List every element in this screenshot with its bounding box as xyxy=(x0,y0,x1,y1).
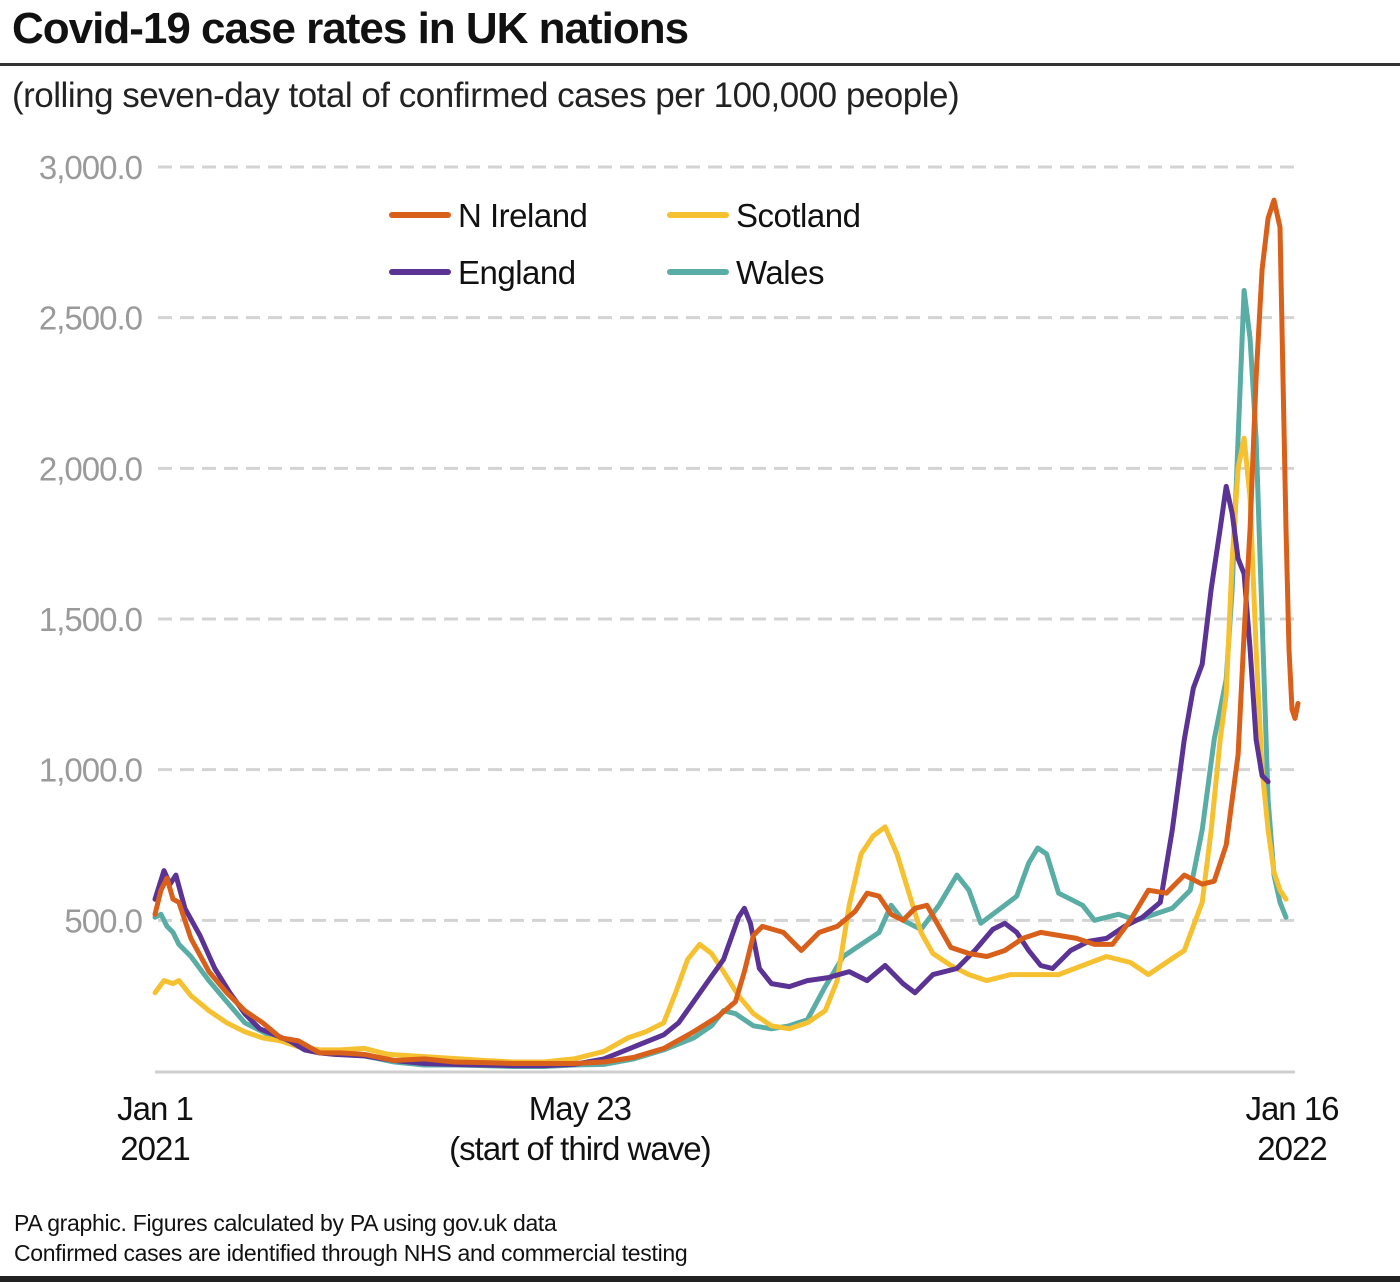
y-tick-label: 2,000.0 xyxy=(39,450,143,487)
chart-subtitle: (rolling seven-day total of confirmed ca… xyxy=(12,76,960,115)
legend-label-england: England xyxy=(458,254,576,291)
x-tick-label: Jan 16 xyxy=(1245,1090,1338,1127)
series-line-england xyxy=(152,483,1271,1069)
x-tick-sublabel: 2022 xyxy=(1257,1130,1326,1167)
y-tick-label: 2,500.0 xyxy=(39,300,143,337)
legend-label-scotland: Scotland xyxy=(736,197,860,234)
legend-label-wales: Wales xyxy=(736,254,824,291)
bottom-bar xyxy=(0,1276,1400,1282)
footer-source: PA graphic. Figures calculated by PA usi… xyxy=(14,1210,557,1236)
y-tick-label: 3,000.0 xyxy=(39,149,143,186)
y-tick-label: 500.0 xyxy=(64,902,142,939)
gridlines xyxy=(158,165,1295,922)
y-tick-label: 1,500.0 xyxy=(39,601,143,638)
y-tick-label: 1,000.0 xyxy=(39,752,143,789)
footer-note: Confirmed cases are identified through N… xyxy=(14,1240,688,1266)
legend-label-n-ireland: N Ireland xyxy=(458,197,587,234)
x-tick-sublabel: (start of third wave) xyxy=(449,1130,710,1167)
series-line-scotland xyxy=(152,435,1289,1065)
series-line-wales xyxy=(152,288,1289,1069)
x-tick-label: Jan 1 xyxy=(117,1090,193,1127)
series-lines xyxy=(152,197,1301,1069)
x-tick-sublabel: 2021 xyxy=(120,1130,189,1167)
legend: N Ireland Scotland England Wales xyxy=(389,197,861,291)
title-divider xyxy=(0,63,1400,66)
x-tick-label: May 23 xyxy=(529,1090,631,1127)
series-line-n-ireland xyxy=(152,197,1301,1066)
y-axis-ticks: 500.0 1,000.0 1,500.0 2,000.0 2,500.0 3,000.0 xyxy=(39,149,144,939)
chart-title: Covid-19 case rates in UK nations xyxy=(12,4,689,53)
